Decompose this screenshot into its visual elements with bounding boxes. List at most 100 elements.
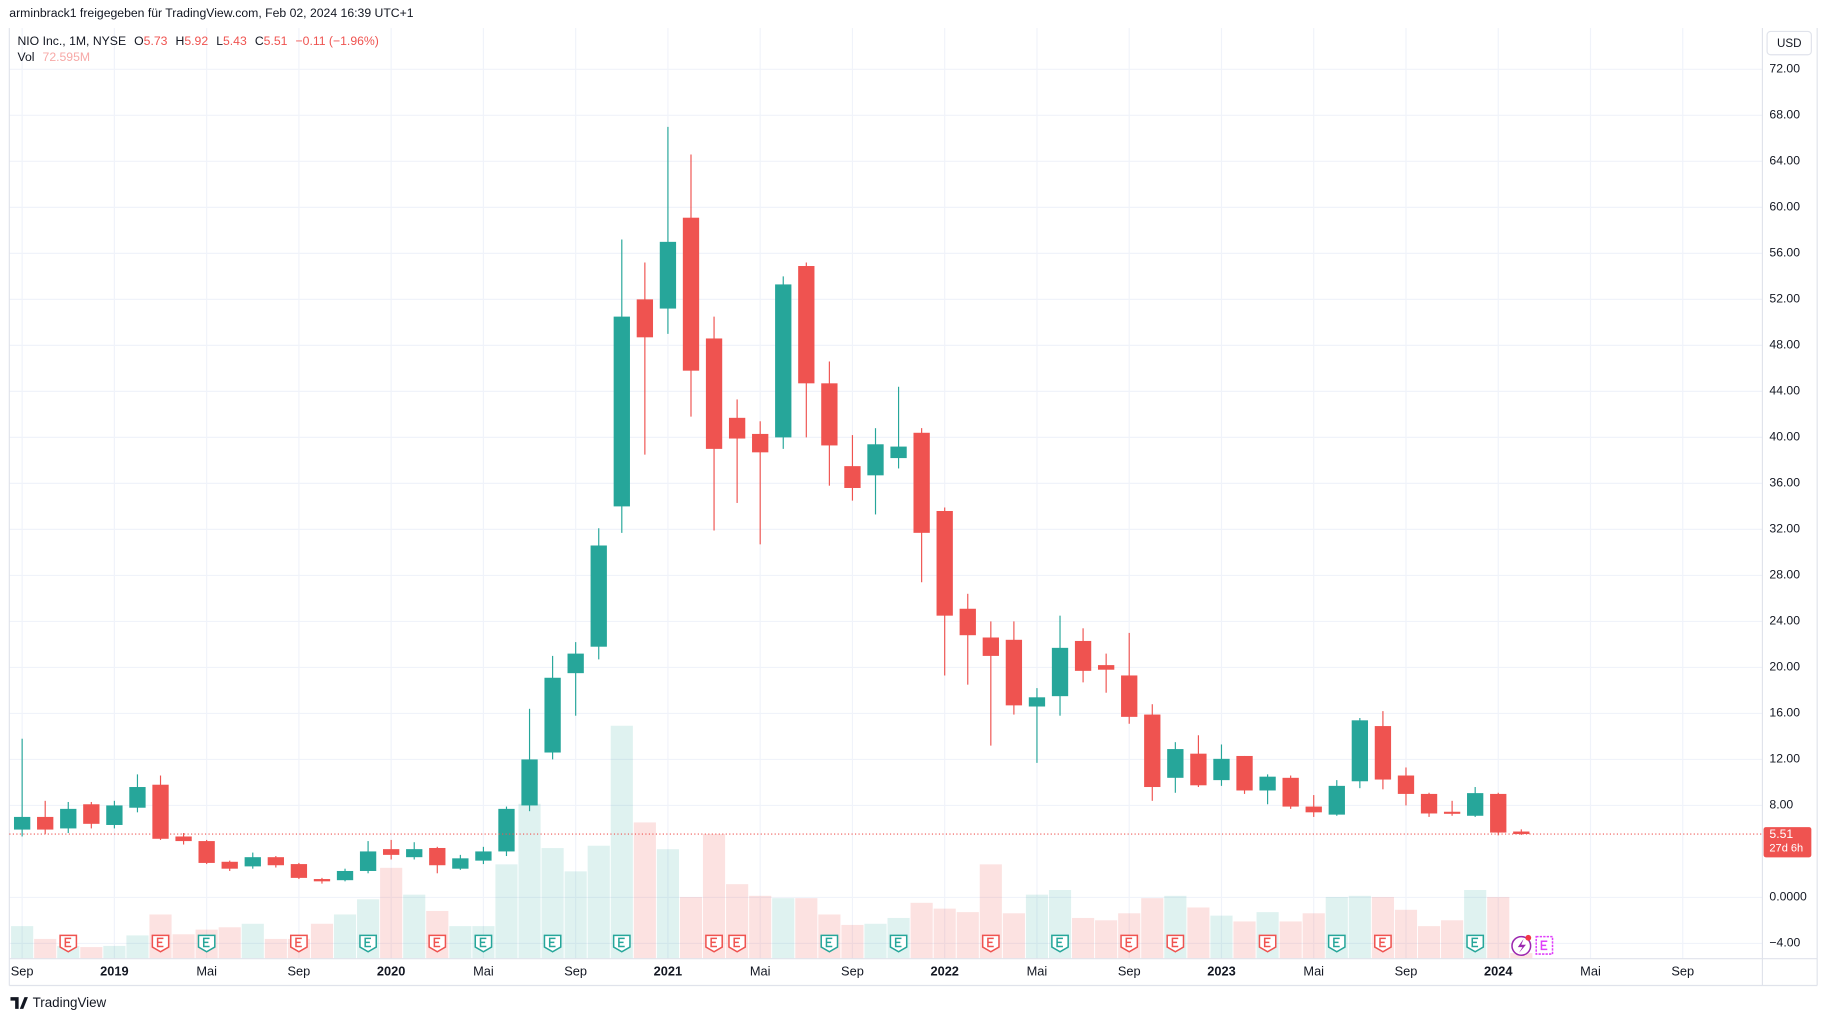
x-tick-label: 2023 [1207, 964, 1235, 979]
earnings-icon[interactable] [612, 934, 631, 953]
y-tick-label: 48.00 [1769, 338, 1800, 352]
e-glyph [733, 937, 741, 948]
volume-bar [702, 834, 726, 959]
e-glyph [364, 937, 372, 948]
e-glyph [433, 937, 441, 948]
earnings-icon[interactable] [889, 934, 908, 953]
e-glyph [1333, 937, 1340, 948]
earnings-icon[interactable] [359, 934, 378, 953]
volume-bar [1095, 920, 1118, 959]
candle-body [959, 608, 976, 636]
volume-bar [241, 923, 264, 959]
icon-shield [705, 934, 723, 953]
earnings-icon[interactable] [197, 934, 216, 953]
symbol: NIO Inc., 1M, NYSE [17, 34, 126, 48]
volume-bar [1394, 909, 1418, 959]
candle-body [1328, 785, 1345, 815]
legend-line: NIO Inc., 1M, NYSE O5.73 H5.92 L5.43 C5.… [17, 34, 378, 48]
e-glyph [618, 937, 625, 948]
volume-bar [333, 914, 357, 959]
candle-body [590, 545, 607, 647]
candle-body [890, 446, 907, 459]
volume-bar [218, 927, 241, 959]
volume-bar [1279, 921, 1302, 959]
e-glyph [1540, 940, 1548, 951]
e-glyph [1471, 937, 1479, 948]
volume-bar [772, 898, 795, 959]
e-glyph [1263, 937, 1271, 948]
x-tick-label: Sep [1395, 964, 1418, 979]
earnings-icon[interactable] [1374, 934, 1392, 953]
e-glyph [479, 937, 487, 948]
candle-body [13, 816, 31, 830]
candle-body [821, 383, 838, 446]
currency-box[interactable] [1766, 30, 1812, 56]
earnings-icon[interactable] [59, 934, 78, 953]
volume-bar [956, 912, 979, 959]
volume-bar [564, 871, 587, 959]
candle-body [682, 217, 700, 371]
upcoming-earnings-icon[interactable] [1535, 935, 1554, 955]
l-prefix: L [216, 34, 223, 48]
earnings-icon[interactable] [428, 934, 447, 953]
y-tick-label: 40.00 [1769, 430, 1800, 444]
x-tick-label: 2022 [930, 964, 958, 979]
earnings-icon[interactable] [1051, 934, 1069, 953]
x-tick-label: Sep [11, 964, 34, 979]
volume-bar [1487, 896, 1510, 959]
e-glyph [1125, 937, 1133, 948]
candle-body [844, 466, 861, 488]
icon-shield [59, 934, 78, 953]
volume-bar [1187, 907, 1210, 959]
earnings-icon[interactable] [151, 934, 170, 953]
y-tick-label: 36.00 [1769, 476, 1800, 490]
candle-body [406, 849, 423, 858]
earnings-icon[interactable] [728, 934, 747, 953]
earnings-icon[interactable] [1258, 934, 1277, 953]
earnings-icon[interactable] [543, 934, 562, 953]
candle-body [1005, 639, 1023, 706]
earnings-icon[interactable] [474, 934, 493, 953]
icon-shield [151, 934, 170, 953]
earnings-icon[interactable] [1327, 934, 1346, 953]
e-glyph [295, 937, 302, 948]
candle-body [867, 444, 884, 476]
icon-shield [428, 934, 447, 953]
e-glyph [1056, 937, 1063, 948]
e-glyph [710, 937, 717, 948]
candle-body [1305, 806, 1322, 813]
candle-body [152, 784, 169, 839]
earnings-icon[interactable] [1166, 934, 1185, 953]
candle-body [429, 847, 446, 866]
x-tick-label: Sep [1671, 964, 1694, 979]
earnings-icon[interactable] [1120, 934, 1139, 953]
earnings-icon[interactable] [705, 934, 723, 953]
earnings-icon[interactable] [1466, 934, 1485, 953]
candle-body [267, 857, 284, 866]
x-tick-label: Sep [841, 964, 864, 979]
candle-body [221, 861, 238, 869]
brand-logo [10, 997, 28, 1009]
candle-body [1513, 831, 1530, 835]
dividend-icon[interactable] [1511, 934, 1532, 956]
candle-body [1282, 777, 1299, 807]
icon-shield [889, 934, 908, 953]
y-tick-label: 0.0000 [1769, 890, 1807, 904]
icon-shield [1120, 934, 1139, 953]
e-glyph [202, 937, 210, 948]
candle-body [129, 787, 146, 808]
h-prefix: H [176, 34, 185, 48]
candle-body [613, 316, 630, 507]
icon-shield [1166, 934, 1185, 953]
candle-body [567, 653, 584, 674]
o-value: 5.73 [144, 34, 168, 48]
candle-body [359, 851, 377, 871]
icon-shield [359, 934, 378, 953]
candle-body [1259, 776, 1276, 791]
candle-body [521, 759, 538, 806]
earnings-icon[interactable] [981, 934, 1000, 953]
volume-bar [864, 923, 887, 959]
earnings-icon[interactable] [289, 934, 308, 953]
earnings-icon[interactable] [820, 934, 839, 953]
